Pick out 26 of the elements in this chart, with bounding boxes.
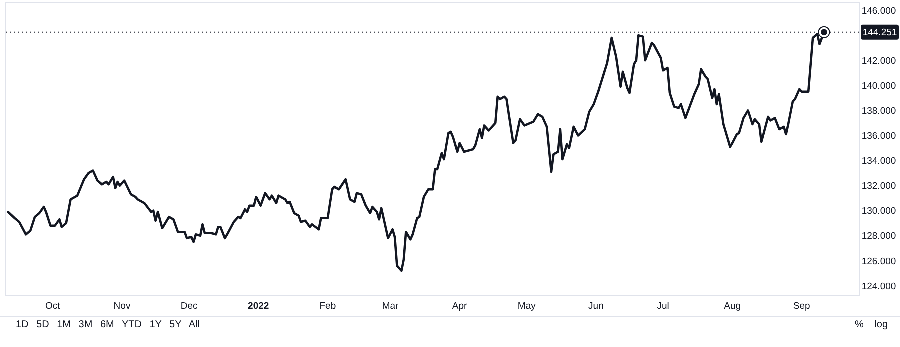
y-tick-label: 126.000 xyxy=(862,256,896,268)
x-tick-label: Jul xyxy=(657,301,670,312)
y-tick-label: 134.000 xyxy=(862,156,896,168)
y-tick-label: 132.000 xyxy=(862,181,896,192)
x-tick-label: Sep xyxy=(793,301,810,312)
x-tick-label: Apr xyxy=(452,301,468,312)
x-tick-label: Feb xyxy=(320,301,336,312)
y-tick-label: 128.000 xyxy=(862,231,896,242)
x-tick-label: 2022 xyxy=(248,301,270,312)
y-tick-label: 146.000 xyxy=(862,6,896,17)
x-tick-label: Jun xyxy=(588,301,604,312)
y-tick-label: 142.000 xyxy=(862,56,896,67)
x-tick-label: Nov xyxy=(114,301,131,312)
text: % log xyxy=(854,320,888,330)
y-tick-label: 138.000 xyxy=(862,106,896,118)
x-tick-label: Oct xyxy=(46,301,61,312)
x-tick-label: Aug xyxy=(724,301,742,312)
y-tick-label: 124.000 xyxy=(862,281,896,292)
x-tick-label: May xyxy=(518,301,536,312)
y-tick-label: 130.000 xyxy=(862,206,896,218)
ref-line-label: 144.251 xyxy=(862,28,898,39)
text: 1D 5D 1M 3M 6M YTD 1Y 5Y All xyxy=(16,320,200,330)
x-tick-label: Dec xyxy=(180,301,198,312)
y-tick-label: 140.000 xyxy=(862,80,896,92)
y-tick-label: 136.000 xyxy=(862,131,896,142)
x-tick-label: Mar xyxy=(382,301,399,312)
